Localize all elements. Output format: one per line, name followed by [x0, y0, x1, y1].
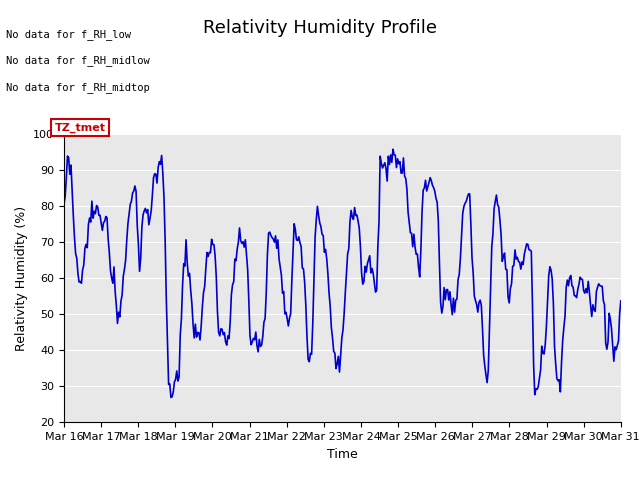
Text: No data for f_RH_midtop: No data for f_RH_midtop — [6, 82, 150, 93]
X-axis label: Time: Time — [327, 448, 358, 461]
Text: TZ_tmet: TZ_tmet — [54, 122, 106, 132]
Text: No data for f_RH_midlow: No data for f_RH_midlow — [6, 55, 150, 66]
Y-axis label: Relativity Humidity (%): Relativity Humidity (%) — [15, 206, 28, 351]
Text: No data for f_RH_low: No data for f_RH_low — [6, 29, 131, 40]
Text: Relativity Humidity Profile: Relativity Humidity Profile — [203, 19, 437, 37]
